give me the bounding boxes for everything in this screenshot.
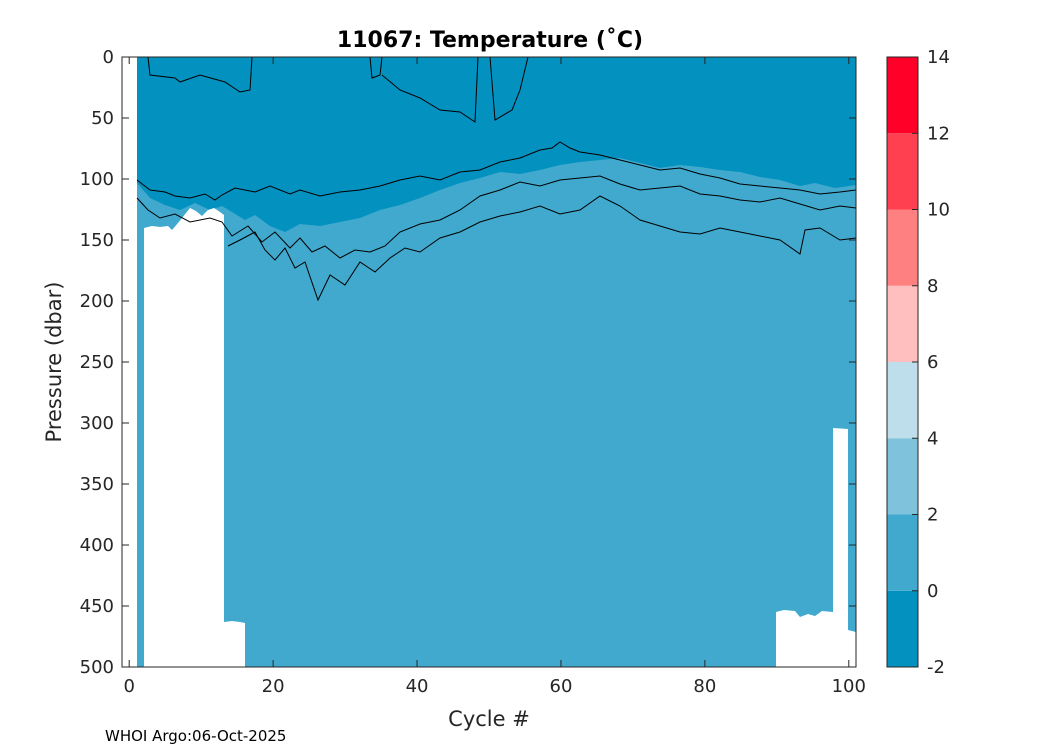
contour-line-1	[136, 141, 857, 201]
colorbar-segment	[887, 285, 918, 362]
contour-line-2	[136, 175, 857, 259]
colorbar-tick-label: 14	[927, 47, 950, 68]
colorbar-tick-label: 8	[927, 276, 938, 297]
chart-title: 11067: Temperature (˚C)	[337, 28, 643, 53]
plot-area: 0 20 40 60 80 100 0 50 100 150 200 250 300 350 400 450…	[80, 47, 866, 697]
x-tick-label: 0	[123, 676, 134, 697]
colorbar-segment	[887, 438, 918, 515]
footer-text: WHOI Argo:06-Oct-2025	[105, 727, 286, 745]
gap-cycles-13-16	[224, 621, 245, 667]
x-tick-label: 80	[693, 676, 716, 697]
x-tick-label: 20	[262, 676, 285, 697]
colorbar-segment	[887, 514, 918, 591]
y-tick-label: 150	[80, 230, 114, 251]
colorbar-segment	[887, 590, 918, 667]
y-tick-label: 200	[80, 291, 114, 312]
x-tick-label: 60	[550, 676, 573, 697]
colorbar-tick-label: -2	[927, 657, 945, 678]
contour-line-top	[147, 56, 253, 93]
y-tick-label: 400	[80, 535, 114, 556]
x-tick-label: 40	[406, 676, 429, 697]
colorbar: -2 0 2 4 6 8 10 12 14	[886, 47, 950, 678]
y-tick-label: 500	[80, 657, 114, 678]
gap-cycles-89-99	[776, 428, 856, 667]
colorbar-tick-label: 4	[927, 428, 938, 449]
colorbar-segment	[887, 133, 918, 210]
colorbar-tick-label: 0	[927, 581, 938, 602]
gap-cycles-2-13	[144, 208, 224, 667]
colorbar-segment	[887, 362, 918, 439]
y-axis-label: Pressure (dbar)	[42, 282, 66, 443]
colorbar-tick-label: 2	[927, 505, 938, 526]
colorbar-tick-label: 6	[927, 352, 938, 373]
colorbar-segment	[887, 57, 918, 134]
y-tick-label: 300	[80, 413, 114, 434]
x-tick-label: 100	[832, 676, 866, 697]
band-minus2-to-0	[137, 57, 856, 232]
y-tick-label: 50	[91, 108, 114, 129]
y-tick-label: 100	[80, 169, 114, 190]
colorbar-tick-label: 12	[927, 123, 950, 144]
y-tick-label: 350	[80, 474, 114, 495]
contour-lines	[136, 56, 857, 302]
y-axis-ticks: 0 50 100 150 200 250 300 350 400 450 500	[80, 47, 856, 678]
x-axis-ticks: 0 20 40 60 80 100	[123, 57, 866, 697]
colorbar-segment	[887, 209, 918, 286]
colorbar-tick-label: 10	[927, 200, 950, 221]
contour-line-top-mid	[369, 56, 529, 123]
contour-line-3	[227, 195, 857, 302]
y-tick-label: 450	[80, 596, 114, 617]
y-tick-label: 0	[103, 47, 114, 68]
y-tick-label: 250	[80, 352, 114, 373]
x-axis-label: Cycle #	[448, 707, 530, 731]
